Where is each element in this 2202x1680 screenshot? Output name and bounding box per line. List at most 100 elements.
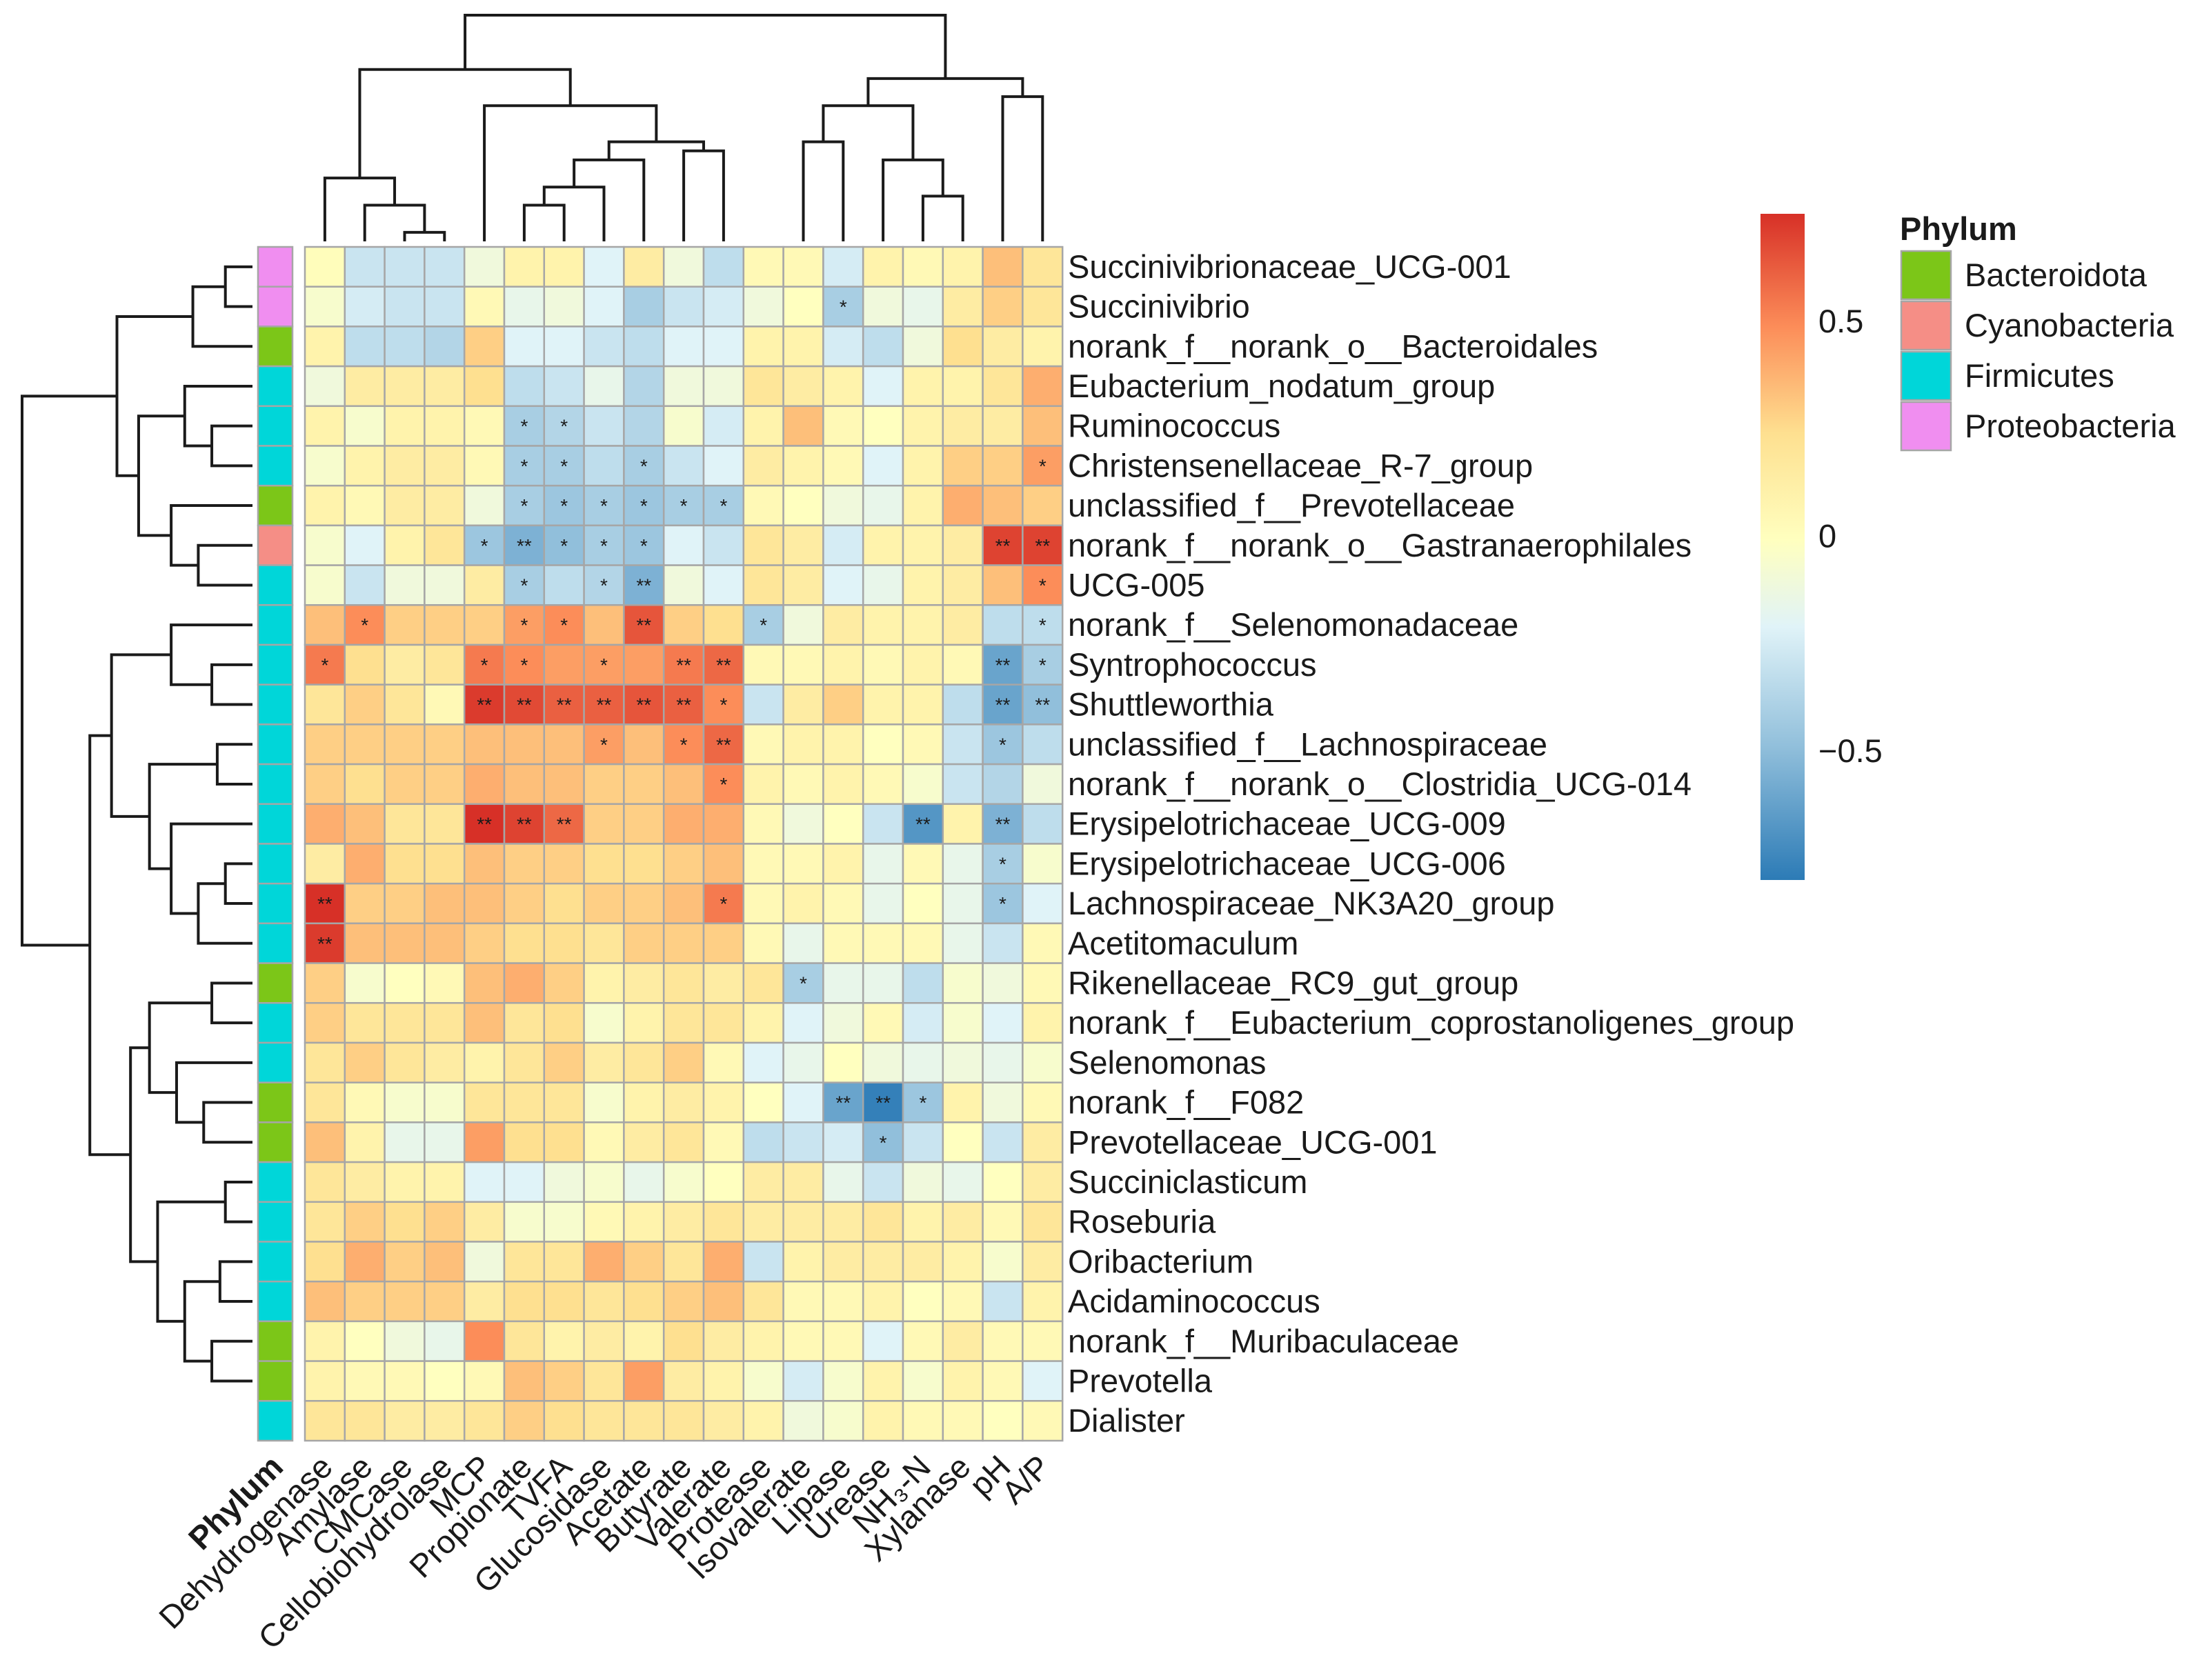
row-dendrogram-branch (170, 822, 252, 915)
heatmap-cell (543, 246, 585, 288)
heatmap-cell (583, 882, 625, 925)
heatmap-cell (702, 564, 745, 606)
heatmap-cell (982, 445, 1024, 487)
row-label: Succinivibrio (1068, 288, 1250, 325)
significance-mark: * (600, 734, 608, 755)
heatmap-cell (982, 1002, 1024, 1044)
legend-label: Cyanobacteria (1965, 307, 2174, 343)
phylum-annotation-cell (257, 1400, 294, 1442)
heatmap-cell (782, 1360, 824, 1402)
heatmap-cell (902, 1041, 944, 1083)
heatmap-cell (583, 1400, 625, 1442)
heatmap-cell (463, 882, 506, 925)
heatmap-cell (543, 1201, 585, 1243)
heatmap-cell (862, 1400, 904, 1442)
heatmap-cell (503, 723, 546, 766)
heatmap-cell (982, 922, 1024, 964)
legend-label: Bacteroidota (1965, 257, 2148, 293)
row-label: Christensenellaceae_R-7_group (1068, 447, 1533, 483)
row-label: Lachnospiraceae_NK3A20_group (1068, 885, 1555, 921)
heatmap-cell (782, 1081, 824, 1123)
heatmap-cell (583, 922, 625, 964)
heatmap-cell (1022, 922, 1064, 964)
heatmap-cell (822, 604, 864, 646)
heatmap-cell (424, 643, 466, 686)
significance-mark: * (640, 495, 648, 517)
heatmap-cell (384, 1081, 426, 1123)
heatmap-cell (424, 1280, 466, 1323)
colorbar-tick-label: 0.5 (1818, 303, 1863, 339)
heatmap-cell (344, 1161, 386, 1203)
heatmap-cell (424, 1121, 466, 1163)
heatmap-cell (384, 763, 426, 806)
heatmap-cell (902, 326, 944, 368)
significance-mark: * (1039, 574, 1047, 596)
heatmap-cell (942, 1400, 984, 1442)
heatmap-cell (782, 843, 824, 885)
heatmap-cell (583, 1002, 625, 1044)
heatmap-cell (742, 246, 784, 288)
heatmap-cell (942, 882, 984, 925)
heatmap-cell (742, 1081, 784, 1123)
heatmap-cell (1022, 484, 1064, 527)
heatmap-cell (463, 326, 506, 368)
heatmap-cell (583, 1041, 625, 1083)
heatmap-cell (942, 1241, 984, 1283)
heatmap-cell (662, 803, 705, 845)
heatmap-cell (942, 1121, 984, 1163)
heatmap-cell (344, 1041, 386, 1083)
heatmap-cell (424, 445, 466, 487)
heatmap-cell (742, 524, 784, 566)
heatmap-cell (503, 1002, 546, 1044)
row-dendrogram-branch (156, 1200, 226, 1323)
heatmap-cell (942, 843, 984, 885)
significance-mark: * (999, 853, 1006, 874)
row-label: Prevotellaceae_UCG-001 (1068, 1123, 1438, 1160)
heatmap-cell (543, 365, 585, 408)
significance-mark: ** (995, 694, 1011, 716)
heatmap-cell (982, 286, 1024, 328)
phylum-annotation-cell (257, 1241, 294, 1283)
significance-mark: ** (835, 1092, 851, 1114)
heatmap-cell (384, 524, 426, 566)
row-label: Acetitomaculum (1068, 925, 1298, 961)
legend-label: Firmicutes (1965, 357, 2114, 394)
heatmap-cell (702, 1320, 745, 1362)
heatmap-cell (384, 1041, 426, 1083)
heatmap-cell (344, 1002, 386, 1044)
heatmap-cell (902, 286, 944, 328)
column-dendrogram-branch (464, 14, 947, 79)
column-dendrogram-branch (363, 203, 426, 241)
heatmap-cell (503, 882, 546, 925)
heatmap-cell (463, 484, 506, 527)
heatmap-cell (543, 445, 585, 487)
colorbar-tick-label: −0.5 (1818, 732, 1883, 769)
heatmap-cell (304, 365, 346, 408)
colorbar-tick-label: 0 (1818, 517, 1836, 554)
heatmap-cell (662, 405, 705, 447)
heatmap-cell (742, 843, 784, 885)
heatmap-cell (862, 246, 904, 288)
heatmap-cell (344, 524, 386, 566)
heatmap-cell (583, 286, 625, 328)
heatmap-cell (424, 1161, 466, 1203)
column-dendrogram-branch (542, 186, 606, 241)
heatmap-cell (662, 1002, 705, 1044)
heatmap-cell (1022, 445, 1064, 487)
heatmap-cell (543, 524, 585, 566)
heatmap-cell (742, 365, 784, 408)
heatmap-cell (384, 1002, 426, 1044)
heatmap-cell (1022, 882, 1064, 925)
heatmap-cell (623, 882, 665, 925)
heatmap-cell (623, 1081, 665, 1123)
heatmap-cell (463, 365, 506, 408)
colorbar: 0.5 0 −0.5 (1760, 214, 1883, 880)
heatmap-cell (902, 484, 944, 527)
heatmap-cell (424, 723, 466, 766)
heatmap-cell (1022, 326, 1064, 368)
heatmap-cell (862, 1360, 904, 1402)
significance-mark: ** (517, 694, 532, 716)
column-dendrogram-branch (682, 149, 725, 241)
heatmap-cell (902, 1400, 944, 1442)
heatmap-cell (384, 882, 426, 925)
